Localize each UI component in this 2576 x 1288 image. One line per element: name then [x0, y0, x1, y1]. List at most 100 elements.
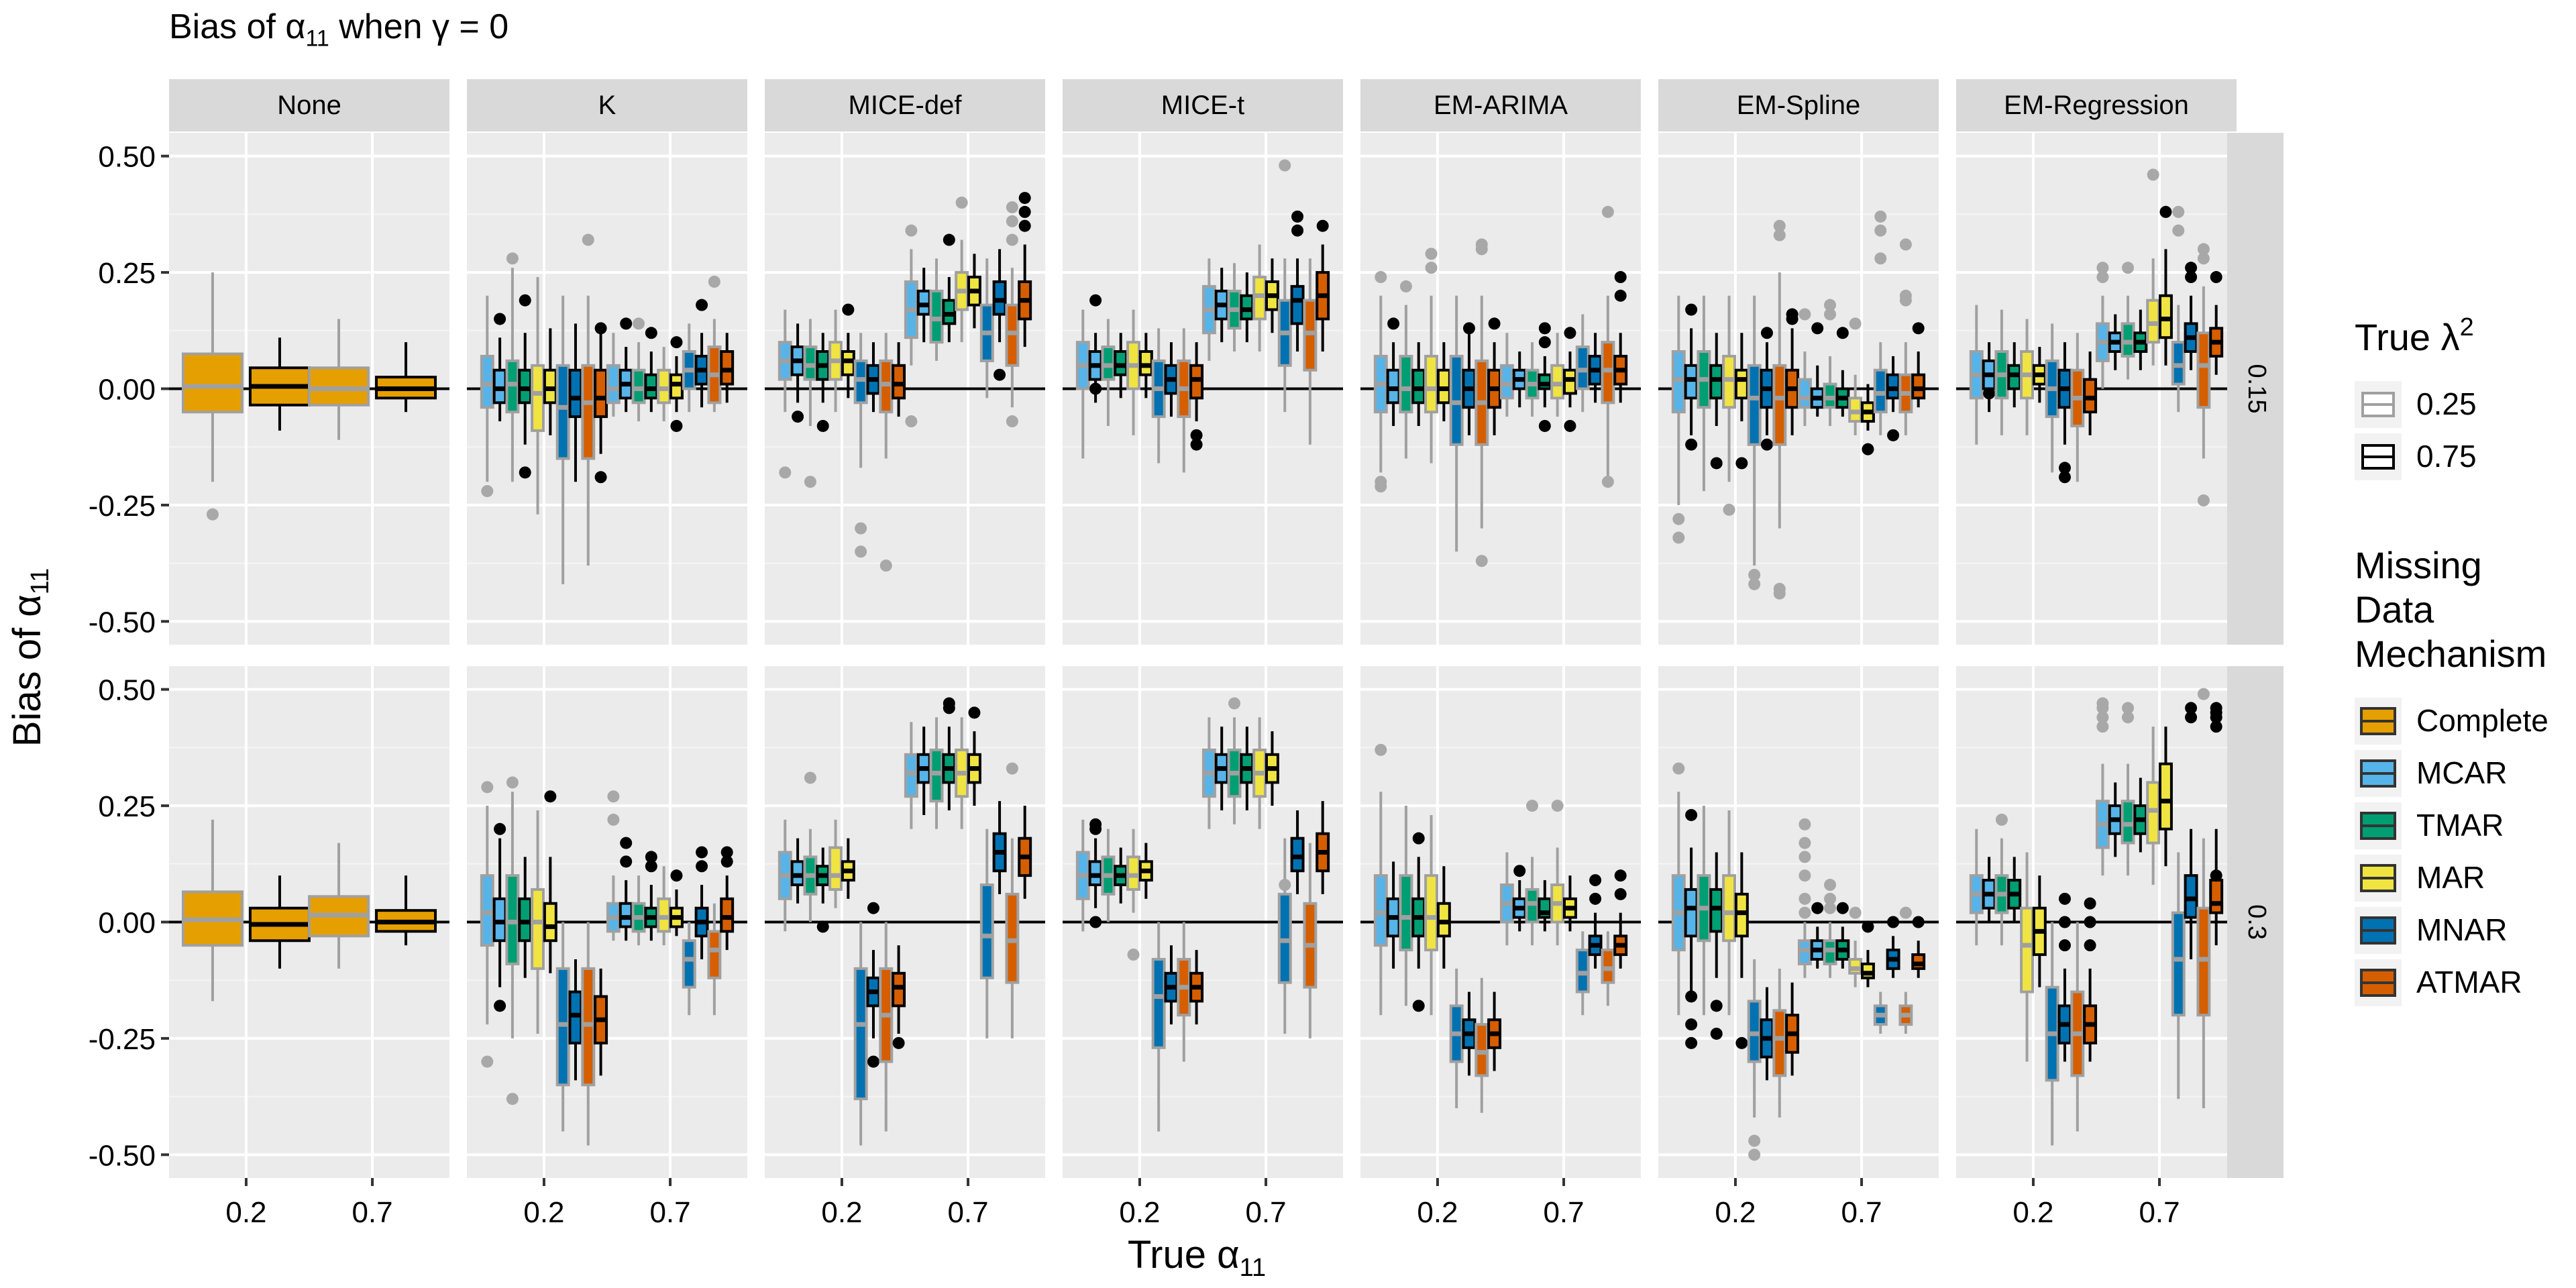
outlier-point [1685, 438, 1698, 451]
boxplot-mnar [555, 922, 570, 1132]
boxplot-mar [1734, 852, 1749, 1049]
boxplot-tmar [1538, 322, 1552, 432]
facet-panel [169, 666, 449, 1178]
boxplot-mcar [1512, 865, 1527, 932]
legend-mechanism-label: ATMAR [2416, 965, 2522, 1000]
boxplot-mnar [853, 333, 868, 558]
outlier-point [2185, 262, 2198, 274]
boxplot-atmar [1487, 991, 1502, 1071]
outlier-point [1672, 531, 1685, 544]
outlier-point [506, 1093, 519, 1106]
boxplot-mar [2158, 205, 2173, 366]
outlier-point [1018, 219, 1031, 232]
facet-strip-label: EM-ARIMA [1434, 91, 1568, 120]
outlier-point [519, 294, 531, 307]
boxplot-mar [841, 303, 855, 398]
boxplot-mar [1848, 317, 1863, 435]
legend-mechanism-title: Mechanism [2355, 633, 2546, 675]
facet-panel [765, 133, 1045, 645]
outlier-point [1564, 327, 1576, 339]
boxplot-complete [248, 337, 311, 431]
outlier-point [1710, 457, 1723, 470]
outlier-point [1824, 879, 1837, 892]
boxplot-mcar [2095, 262, 2110, 389]
outlier-point [1824, 308, 1837, 321]
facet-panel [169, 133, 449, 645]
x-tick-label: 0.2 [1715, 1196, 1756, 1229]
box [531, 888, 545, 970]
legend-mechanism-label: Complete [2416, 703, 2548, 738]
outlier-point [816, 419, 829, 432]
boxplot-complete [375, 342, 437, 413]
legend-mechanism-label: MCAR [2416, 755, 2507, 790]
outlier-point [1089, 818, 1102, 830]
x-tick-label: 0.7 [947, 1196, 988, 1229]
outlier-point [607, 790, 620, 803]
outlier-point [494, 822, 506, 835]
facet-panel [1063, 133, 1343, 645]
outlier-point [645, 327, 657, 339]
outlier-point [779, 466, 792, 479]
boxplot-mcar [492, 313, 507, 422]
outlier-point [1685, 1036, 1698, 1049]
boxplot-atmar [892, 342, 906, 417]
y-tick-label: 0.25 [98, 790, 156, 823]
boxplot-mcar [1373, 743, 1388, 1016]
boxplot-mar [1138, 843, 1153, 899]
facet-strip-label: EM-Regression [2004, 91, 2189, 120]
outlier-point [1614, 869, 1627, 882]
boxplot-tmar [1411, 832, 1426, 1012]
y-tick-label: 0.25 [98, 257, 156, 290]
legend-lambda-title: True λ2 [2355, 313, 2474, 358]
y-tick-label: -0.25 [89, 490, 156, 523]
boxplot-atmar [879, 922, 894, 1132]
boxplot-mar [1860, 384, 1875, 455]
outlier-point [1799, 892, 1811, 905]
outlier-point [607, 813, 620, 826]
boxplot-mnar [866, 902, 881, 1068]
outlier-point [1589, 874, 1602, 887]
outlier-point [1849, 906, 1862, 919]
legend-mechanism-label: MAR [2416, 860, 2485, 895]
outlier-point [1874, 224, 1887, 237]
facet-strip [169, 79, 449, 131]
outlier-point [1773, 587, 1786, 600]
boxplot-mcar [619, 317, 633, 413]
box [1424, 874, 1439, 952]
boxplot-mnar [1747, 295, 1762, 590]
outlier-point [1748, 578, 1761, 590]
outlier-point [2197, 494, 2210, 506]
outlier-point [1475, 238, 1488, 251]
outlier-point [1799, 308, 1811, 321]
outlier-point [1279, 159, 1291, 172]
outlier-point [1899, 238, 1912, 251]
box [581, 364, 596, 460]
boxplot-atmar [1303, 843, 1318, 1038]
y-tick-label: -0.50 [89, 606, 156, 639]
outlier-point [1836, 902, 1849, 914]
boxplot-mar [669, 869, 684, 936]
box [181, 352, 244, 414]
facet-panel [1658, 666, 1939, 1178]
boxplot-mcar [790, 838, 805, 904]
box [1772, 1009, 1787, 1077]
x-tick-label: 0.7 [2139, 1196, 2180, 1229]
box [543, 902, 557, 943]
outlier-point [1799, 869, 1811, 882]
outlier-point [1551, 800, 1564, 812]
outlier-point [1006, 233, 1018, 246]
facet-strip [1360, 79, 1641, 131]
boxplot-mcar [1386, 861, 1401, 969]
x-tick-label: 0.2 [1119, 1196, 1160, 1229]
boxplot-mcar [1671, 295, 1686, 544]
boxplot-mnar [694, 846, 709, 959]
facet-strip-label: MICE-def [849, 91, 963, 120]
box [1722, 874, 1737, 943]
outlier-point [2159, 205, 2172, 218]
boxplot-atmar [1898, 906, 1913, 1034]
box [1797, 378, 1812, 409]
boxplot-mcar [1810, 902, 1825, 969]
boxplot-mnar [2057, 342, 2072, 484]
boxplot-tmar [1101, 319, 1116, 426]
